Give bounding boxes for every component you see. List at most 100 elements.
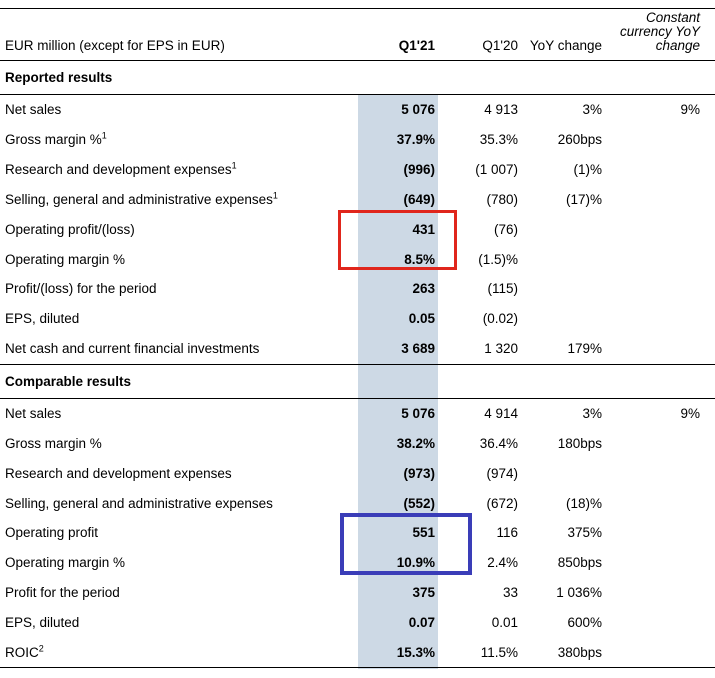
cell-q120: 4 913: [484, 102, 518, 118]
cell-yoy-change: 180bps: [557, 435, 602, 451]
cell-q120: 35.3%: [479, 132, 518, 148]
table-row: Research and development expenses (973) …: [0, 458, 715, 488]
cell-yoy-change: 850bps: [557, 555, 602, 571]
table-row: Gross margin %1 37.9% 35.3% 260bps: [0, 125, 715, 155]
cell-q121: 38.2%: [396, 435, 435, 451]
cell-yoy-change: 375%: [567, 525, 602, 541]
cell-q121: 5 076: [401, 102, 435, 118]
cell-yoy-change: 380bps: [557, 644, 602, 660]
row-label: Selling, general and administrative expe…: [5, 190, 278, 207]
table-body: Reported results Net sales 5 076 4 913 3…: [0, 60, 715, 667]
cell-q120: (1 007): [475, 162, 518, 178]
row-label: Profit/(loss) for the period: [5, 281, 157, 297]
table-row: Research and development expenses1 (996)…: [0, 155, 715, 185]
cell-q120: (76): [493, 221, 518, 237]
table-row: EPS, diluted 0.07 0.01 600%: [0, 608, 715, 638]
cell-q121: 5 076: [401, 406, 435, 422]
row-label: Selling, general and administrative expe…: [5, 495, 273, 511]
header-col-q121: Q1'21: [398, 38, 435, 53]
header-col-constant-currency: Constant currency YoY change: [619, 9, 700, 53]
row-label: EPS, diluted: [5, 311, 80, 327]
row-label: Operating profit: [5, 525, 99, 541]
table-row: Net sales 5 076 4 913 3% 9%: [0, 95, 715, 125]
cell-q121: (649): [403, 191, 435, 207]
blue-annotation-box: [340, 513, 472, 575]
cell-q120: 33: [502, 585, 518, 601]
table-row: Operating profit/(loss) 431 (76): [0, 214, 715, 244]
cell-yoy-change: (1)%: [573, 162, 602, 178]
table-row: Net cash and current financial investmen…: [0, 334, 715, 364]
cell-q121: 3 689: [401, 341, 435, 357]
cell-q120: 116: [496, 525, 518, 541]
cell-q121: 551: [412, 525, 435, 541]
row-label: Research and development expenses: [5, 465, 232, 481]
row-label: EPS, diluted: [5, 614, 80, 630]
table-row: Profit for the period 375 33 1 036%: [0, 578, 715, 608]
row-label: Operating margin %: [5, 555, 126, 571]
cell-q120: 11.5%: [480, 644, 518, 660]
cell-yoy-change: (17)%: [565, 191, 602, 207]
table-row: Net sales 5 076 4 914 3% 9%: [0, 399, 715, 429]
row-label: Operating margin %: [5, 251, 126, 267]
section-title: Comparable results: [5, 373, 132, 389]
cell-q121: (996): [403, 162, 435, 178]
cell-q120: (115): [487, 281, 518, 297]
cell-q121: 8.5%: [404, 251, 435, 267]
cell-q120: (1.5)%: [478, 251, 518, 267]
cell-q120: 36.4%: [479, 435, 518, 451]
row-label: ROIC2: [5, 643, 44, 660]
row-label: Research and development expenses1: [5, 160, 237, 178]
section-title: Reported results: [5, 70, 113, 85]
cell-q121: (973): [403, 465, 435, 481]
cell-q121: 375: [412, 585, 435, 601]
cell-q120: 0.01: [491, 614, 518, 630]
cell-q120: 2.4%: [487, 555, 518, 571]
row-label: Net cash and current financial investmen…: [5, 341, 260, 357]
cell-q121: 37.9%: [396, 132, 435, 148]
cell-q121: (552): [403, 495, 435, 511]
section-header: Comparable results: [0, 363, 715, 399]
cell-constant-currency: 9%: [680, 406, 700, 422]
table-row: Profit/(loss) for the period 263 (115): [0, 274, 715, 304]
cell-q121: 0.05: [408, 311, 435, 327]
cell-q120: (974): [486, 465, 518, 481]
cell-yoy-change: 3%: [582, 102, 602, 118]
cell-q120: (780): [486, 191, 518, 207]
table-row: Gross margin % 38.2% 36.4% 180bps: [0, 428, 715, 458]
cell-yoy-change: 179%: [567, 341, 602, 357]
cell-q120: (0.02): [482, 311, 518, 327]
cell-yoy-change: 600%: [567, 614, 602, 630]
table-row: Selling, general and administrative expe…: [0, 488, 715, 518]
cell-constant-currency: 9%: [680, 102, 700, 118]
row-label: Profit for the period: [5, 585, 120, 601]
cell-q120: (672): [486, 495, 518, 511]
table-row: EPS, diluted 0.05 (0.02): [0, 304, 715, 334]
bottom-divider: [0, 667, 715, 669]
header-col-q120: Q1'20: [482, 38, 518, 53]
cell-yoy-change: 260bps: [557, 132, 602, 148]
table-row: ROIC2 15.3% 11.5% 380bps: [0, 637, 715, 667]
row-label: Gross margin %: [5, 435, 102, 451]
row-label: Net sales: [5, 102, 62, 118]
cell-yoy-change: 1 036%: [556, 585, 602, 601]
top-margin: [0, 0, 715, 8]
table-row: Operating margin % 10.9% 2.4% 850bps: [0, 548, 715, 578]
cell-q121: 0.07: [408, 614, 435, 630]
table-header-row: EUR million (except for EPS in EUR) Q1'2…: [0, 8, 715, 60]
cell-q120: 4 914: [484, 406, 518, 422]
table-row: Selling, general and administrative expe…: [0, 185, 715, 215]
red-annotation-box: [338, 210, 457, 270]
row-label: Gross margin %1: [5, 130, 107, 148]
cell-q121: 431: [412, 221, 435, 237]
header-row-label: EUR million (except for EPS in EUR): [5, 38, 225, 53]
table-row: Operating margin % 8.5% (1.5)%: [0, 244, 715, 274]
row-label: Net sales: [5, 406, 62, 422]
section-header: Reported results: [0, 60, 715, 95]
cell-yoy-change: (18)%: [565, 495, 602, 511]
cell-q120: 1 320: [484, 341, 518, 357]
cell-q121: 263: [412, 281, 435, 297]
table-row: Operating profit 551 116 375%: [0, 518, 715, 548]
header-col-yoy-change: YoY change: [529, 38, 602, 53]
cell-q121: 15.3%: [396, 644, 435, 660]
